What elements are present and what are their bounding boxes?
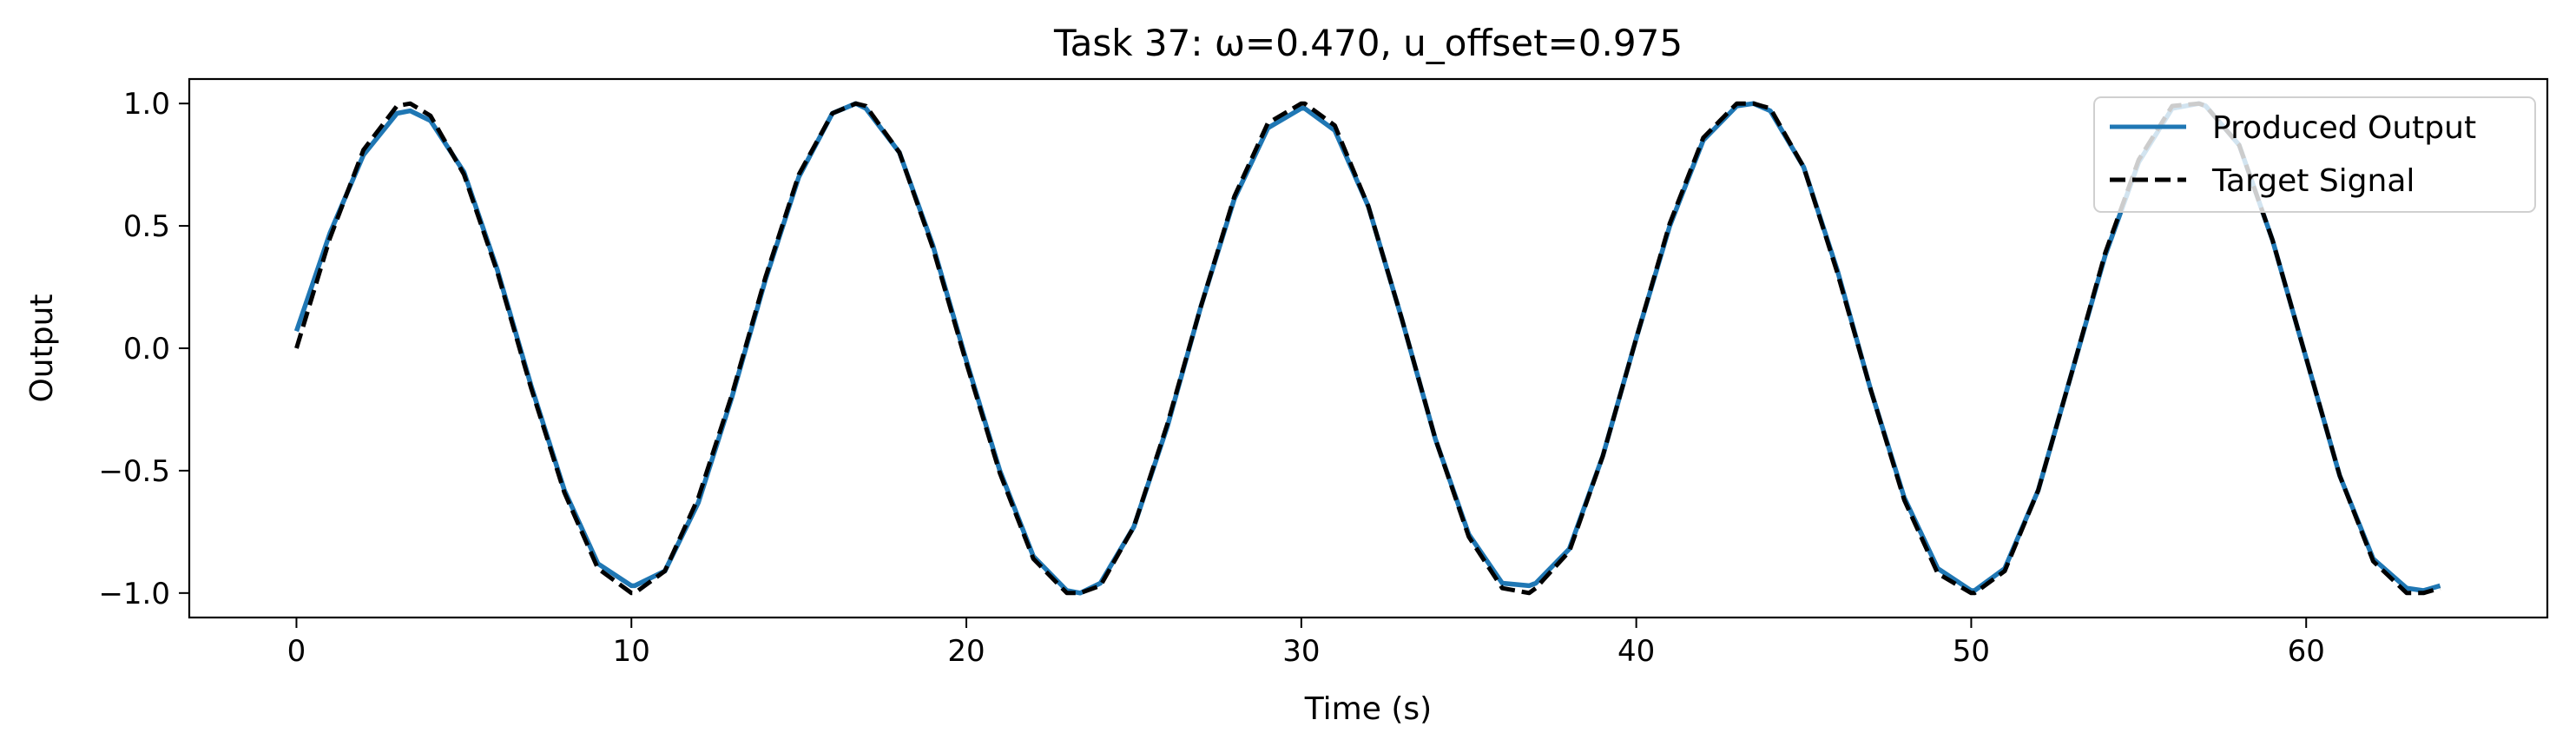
series-line-target-signal xyxy=(294,101,2441,596)
x-tick-label: 60 xyxy=(2288,634,2325,669)
chart-title: Task 37: ω=0.470, u_offset=0.975 xyxy=(1053,22,1683,64)
x-tick-label: 0 xyxy=(287,634,306,669)
legend-label-produced-output: Produced Output xyxy=(2212,110,2476,146)
x-tick-label: 40 xyxy=(1617,634,1655,669)
y-tick-label: 0.5 xyxy=(123,209,170,244)
y-tick-label: 0.0 xyxy=(123,332,170,367)
legend-box xyxy=(2093,96,2536,213)
x-tick-label: 10 xyxy=(613,634,650,669)
legend: Produced Output Target Signal xyxy=(2093,96,2536,213)
y-axis: −1.0 −0.5 0.0 0.5 1.0 xyxy=(98,87,189,611)
x-axis-label: Time (s) xyxy=(1304,691,1432,727)
x-tick-label: 20 xyxy=(947,634,985,669)
x-tick-label: 30 xyxy=(1282,634,1320,669)
x-tick-label: 50 xyxy=(1953,634,1990,669)
series-layer xyxy=(293,101,2441,596)
x-axis: 0 10 20 30 40 50 60 xyxy=(287,618,2325,669)
legend-label-target-signal: Target Signal xyxy=(2211,163,2415,199)
y-tick-label: −0.5 xyxy=(98,454,170,489)
y-axis-label: Output xyxy=(24,294,60,402)
y-tick-label: 1.0 xyxy=(123,87,170,122)
y-tick-label: −1.0 xyxy=(98,577,170,611)
